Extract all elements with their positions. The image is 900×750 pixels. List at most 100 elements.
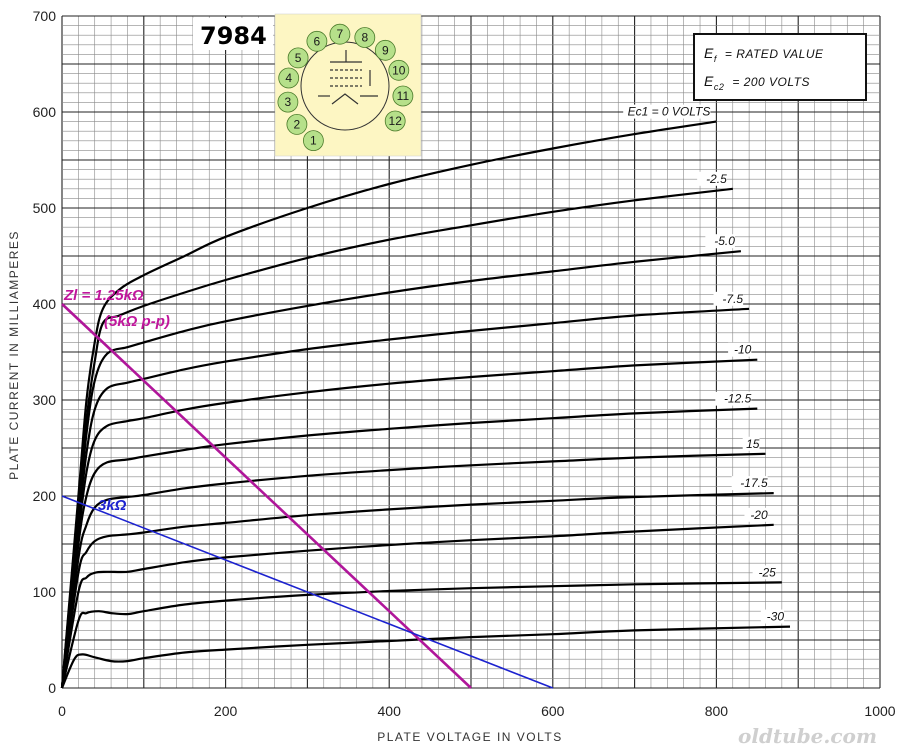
plate-curve (60, 307, 750, 689)
curve-label: -10 (734, 343, 752, 357)
curve-labels: Ec1 = 0 VOLTS -2.5 -5.0 -7.5 -10 -12.5 15 -17.5… (623, 104, 785, 624)
curve-label: -20 (750, 508, 768, 522)
curve-label: 15 (746, 437, 760, 451)
curve-label-bg (731, 476, 768, 491)
load-lines (61, 303, 554, 689)
curve-label-bg (705, 234, 735, 249)
curve-label: -7.5 (722, 292, 743, 306)
legend-line-filament: Ef = RATED VALUE (704, 45, 824, 64)
x-axis-title: PLATE VOLTAGE IN VOLTS (377, 730, 562, 744)
plate-curve (60, 625, 791, 689)
x-tick-label: 600 (541, 703, 565, 719)
legend-ec2-subscript: c2 (714, 82, 725, 92)
tube-label-bg (193, 18, 273, 50)
curve-label: -5.0 (714, 234, 735, 248)
x-tick-label: 400 (378, 703, 402, 719)
legend-frame (693, 33, 867, 101)
load-line-blue (61, 495, 554, 689)
plate-curve (60, 407, 758, 689)
curve-label: -2.5 (706, 172, 727, 186)
pin-circle (354, 27, 376, 48)
plate-curve (60, 187, 733, 689)
tick-labels: 0 200 400 600 800 1000 0 100 200 300 400 500 600 700 (33, 8, 896, 719)
curve-label: -25 (758, 565, 776, 579)
pin-circle (278, 67, 300, 89)
x-tick-label: 0 (58, 703, 66, 719)
y-tick-label: 100 (33, 584, 57, 600)
y-tick-label: 0 (48, 680, 56, 696)
y-tick-label: 700 (33, 8, 57, 24)
curve-label: -17.5 (740, 476, 768, 490)
y-tick-label: 600 (33, 104, 57, 120)
load-line-magenta (61, 303, 472, 689)
curve-label-bg (744, 507, 768, 522)
y-tick-label: 400 (33, 296, 57, 312)
pin-circle (374, 39, 396, 61)
curve-label-bg (697, 171, 727, 186)
legend-box: Ef = RATED VALUE Ec2 = 200 VOLTS (693, 33, 867, 101)
tube-electrodes-icon (318, 50, 378, 105)
curve-label-bg (715, 391, 752, 406)
pin-number: 8 (361, 31, 368, 45)
pin-number: 2 (294, 117, 301, 131)
x-tick-label: 200 (214, 703, 238, 719)
pin-circle (287, 47, 309, 69)
pin-number: 11 (397, 89, 410, 103)
pin-circle (392, 85, 414, 107)
pin-number: 12 (389, 114, 403, 128)
pin-number: 4 (285, 71, 292, 85)
pin-circle (277, 91, 299, 113)
legend-ec2-value: = 200 VOLTS (732, 75, 810, 89)
curve-label-bg (752, 565, 776, 580)
plate-curve (60, 120, 717, 689)
pin-number: 7 (337, 27, 344, 41)
curve-label-bg (742, 436, 760, 451)
load-line-magenta-label: Zl = 1.25kΩ (63, 287, 144, 304)
y-tick-label: 200 (33, 488, 57, 504)
curve-label: Ec1 = 0 VOLTS (628, 105, 711, 119)
y-axis-title: PLATE CURRENT IN MILLIAMPERES (7, 230, 21, 480)
load-line-blue-label: 3kΩ (98, 497, 127, 514)
pin-circle (384, 110, 406, 132)
pin-number: 5 (295, 51, 302, 65)
pin-number: 3 (285, 95, 292, 109)
x-tick-label: 800 (705, 703, 729, 719)
pin-number: 9 (382, 43, 389, 57)
legend-ec2-symbol: E (704, 73, 714, 89)
plate-curve (60, 581, 782, 689)
pin-circle (286, 114, 308, 135)
legend-line-screen: Ec2 = 200 VOLTS (704, 73, 810, 92)
pin-circle (388, 59, 410, 81)
pin-number: 6 (314, 34, 321, 48)
legend-ef-subscript: f (714, 54, 718, 64)
pin-circle (329, 23, 351, 45)
curve-label-bg (728, 342, 752, 357)
plate-curve (60, 358, 758, 689)
curve-label-bg (623, 104, 711, 119)
plate-curve (60, 523, 774, 689)
curve-label: -30 (767, 610, 785, 624)
curve-label: -12.5 (724, 392, 752, 406)
legend-ef-value: = RATED VALUE (725, 47, 824, 61)
plate-curve (60, 492, 774, 689)
curve-label-bg (760, 609, 785, 624)
plate-curve (60, 250, 742, 689)
curve-label-bg (713, 291, 744, 306)
tube-type-label: 7984 (200, 22, 267, 50)
load-line-magenta-sublabel: (5kΩ p-p) (104, 313, 170, 330)
plate-curve (60, 452, 766, 689)
pin-circle (302, 130, 324, 152)
y-tick-label: 300 (33, 392, 57, 408)
legend-ef-symbol: E (704, 45, 714, 61)
pin-circle (306, 30, 328, 52)
curve-series (60, 120, 791, 689)
watermark: oldtube.com (738, 724, 877, 748)
pin-number: 10 (392, 63, 406, 77)
y-tick-label: 500 (33, 200, 57, 216)
pin-number: 1 (310, 134, 317, 148)
x-tick-label: 1000 (864, 703, 895, 719)
